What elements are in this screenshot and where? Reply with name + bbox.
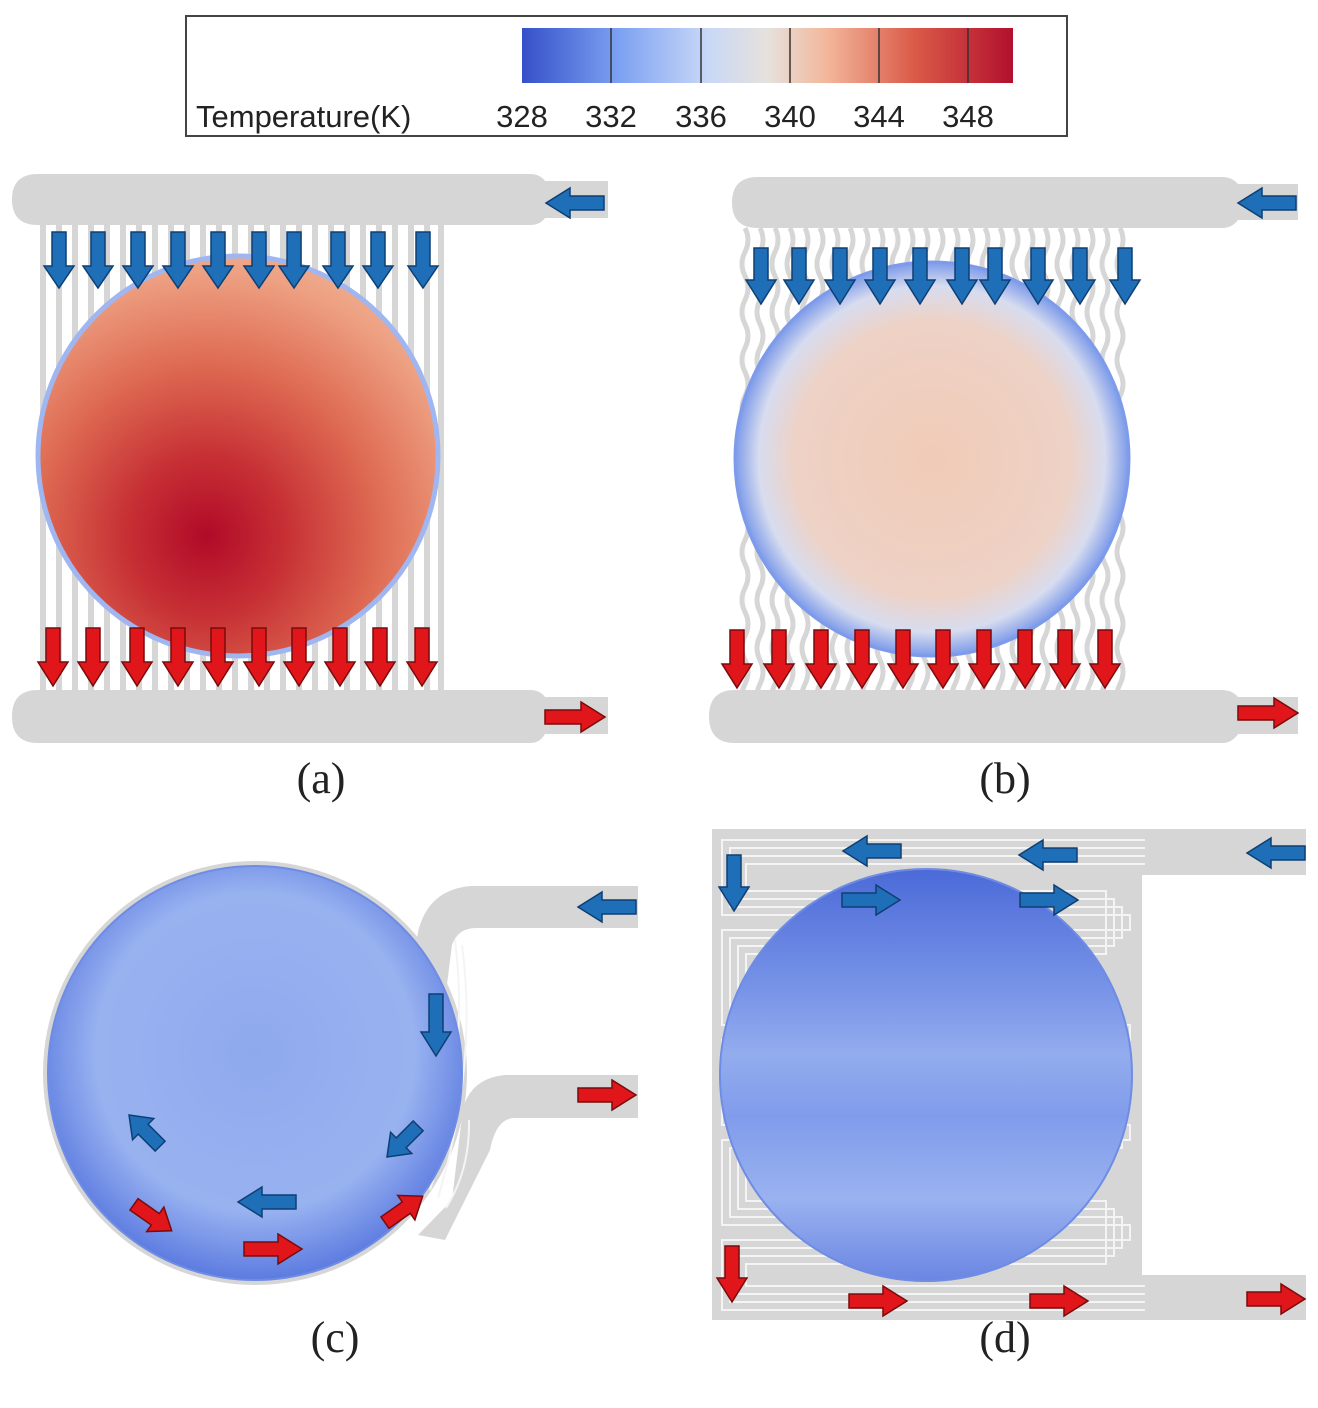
flow-arrow-down-icon — [717, 854, 751, 913]
flow-arrow-down-icon — [42, 231, 76, 290]
outlet-arrows — [36, 627, 439, 688]
outlet-arrow-right-icon — [577, 1078, 638, 1112]
inlet-manifold — [12, 174, 608, 225]
flow-arrow-down-icon — [76, 627, 110, 688]
flow-arrow-left-icon — [841, 834, 902, 868]
flow-arrow-right-icon — [1019, 883, 1080, 917]
inlet-arrow-left-icon — [1245, 836, 1306, 870]
flow-arrow-down-icon — [720, 629, 754, 690]
flow-arrow-down-icon — [903, 247, 937, 306]
flow-arrow-down-icon — [978, 247, 1012, 306]
flow-arrow-down-icon — [323, 627, 357, 688]
cool-plate — [47, 865, 463, 1281]
flow-arrow-right-icon — [243, 1232, 304, 1266]
panel-caption: (d) — [979, 1313, 1030, 1362]
inlet-arrows — [42, 231, 440, 290]
flow-arrow-down-icon — [406, 231, 440, 290]
flow-arrow-down-icon — [1008, 629, 1042, 690]
inlet-pipe — [410, 886, 638, 1000]
flow-arrow-left-icon — [236, 1185, 297, 1219]
flow-arrow-down-icon — [201, 627, 235, 688]
flow-arrow-down-icon — [120, 627, 154, 688]
outlet-arrows — [128, 1078, 638, 1266]
flow-arrow-down-icon — [762, 629, 796, 690]
outlet-arrow-right-icon — [1237, 696, 1300, 730]
flow-arrow-down-icon — [782, 247, 816, 306]
outlet-manifold — [709, 690, 1298, 743]
outlet-arrows — [715, 1245, 1307, 1318]
flow-arrow-down-icon — [967, 629, 1001, 690]
flow-arrow-down-icon — [419, 993, 453, 1058]
flow-arrow-down-icon — [886, 629, 920, 690]
flow-arrow-down-icon — [161, 231, 195, 290]
flow-arrow-up-left-icon — [128, 1114, 167, 1153]
flow-arrow-down-icon — [1021, 247, 1055, 306]
inlet-manifold — [732, 177, 1298, 228]
outlet-manifold — [12, 690, 608, 743]
flow-arrow-up-right-icon — [379, 1194, 424, 1230]
flow-arrow-down-icon — [1108, 247, 1142, 306]
panel-caption: (b) — [979, 754, 1030, 803]
flow-arrow-down-left-icon — [386, 1119, 425, 1158]
panel-d: (d) — [712, 829, 1307, 1362]
outlet-arrows — [720, 629, 1122, 690]
flow-arrow-left-icon — [1017, 838, 1078, 872]
flow-arrow-down-icon — [823, 247, 857, 306]
flow-arrow-down-icon — [1048, 629, 1082, 690]
colorbar-legend: Temperature(K) 328 332 336 340 344 348 — [185, 15, 1068, 137]
flow-arrow-down-icon — [405, 627, 439, 688]
flow-arrow-down-icon — [744, 247, 778, 306]
flow-arrow-down-icon — [282, 627, 316, 688]
flow-arrow-down-icon — [945, 247, 979, 306]
flow-arrow-down-icon — [804, 629, 838, 690]
colorbar-tick: 344 — [853, 99, 905, 134]
flow-arrow-down-icon — [926, 629, 960, 690]
colorbar-title: Temperature(K) — [196, 99, 411, 134]
inlet-arrows — [744, 247, 1142, 306]
outlet-arrow-right-icon — [544, 700, 607, 734]
flow-arrow-down-right-icon — [128, 1197, 173, 1233]
panel-b: (b) — [709, 177, 1300, 803]
flow-arrow-down-icon — [277, 231, 311, 290]
flow-arrow-down-icon — [715, 1245, 749, 1304]
inlet-arrow-left-icon — [544, 186, 605, 220]
colorbar-tick: 348 — [942, 99, 994, 134]
inlet-arrow-left-icon — [1236, 186, 1297, 220]
cool-plate — [719, 868, 1133, 1282]
flow-arrow-down-icon — [1088, 629, 1122, 690]
flow-arrow-right-icon — [848, 1284, 909, 1318]
warm-plate — [733, 260, 1131, 658]
inlet-arrows — [717, 834, 1306, 917]
flow-arrow-right-icon — [841, 883, 902, 917]
panel-caption: (c) — [311, 1313, 360, 1362]
colorbar-tick: 332 — [585, 99, 637, 134]
panel-c: (c) — [43, 861, 638, 1362]
colorbar-gradient — [522, 28, 1013, 83]
colorbar-tick: 340 — [764, 99, 816, 134]
inlet-arrows — [128, 890, 637, 1219]
hot-plate — [35, 253, 441, 659]
outlet-arrow-right-icon — [1246, 1282, 1307, 1316]
colorbar-tick: 336 — [675, 99, 727, 134]
flow-arrow-right-icon — [1029, 1284, 1090, 1318]
flow-arrow-down-icon — [121, 231, 155, 290]
flow-arrow-down-icon — [321, 231, 355, 290]
flow-arrow-down-icon — [242, 231, 276, 290]
flow-arrow-down-icon — [363, 627, 397, 688]
flow-arrow-down-icon — [36, 627, 70, 688]
flow-arrow-down-icon — [1063, 247, 1097, 306]
flow-arrow-down-icon — [863, 247, 897, 306]
panel-a: (a) — [12, 174, 608, 803]
inlet-arrow-left-icon — [576, 890, 637, 924]
flow-arrow-down-icon — [361, 231, 395, 290]
flow-arrow-down-icon — [201, 231, 235, 290]
flow-arrow-down-icon — [161, 627, 195, 688]
outlet-pipe — [418, 1075, 638, 1240]
colorbar-tick: 328 — [496, 99, 548, 134]
flow-arrow-down-icon — [242, 627, 276, 688]
panel-caption: (a) — [297, 754, 346, 803]
flow-arrow-down-icon — [845, 629, 879, 690]
flow-arrow-down-icon — [81, 231, 115, 290]
